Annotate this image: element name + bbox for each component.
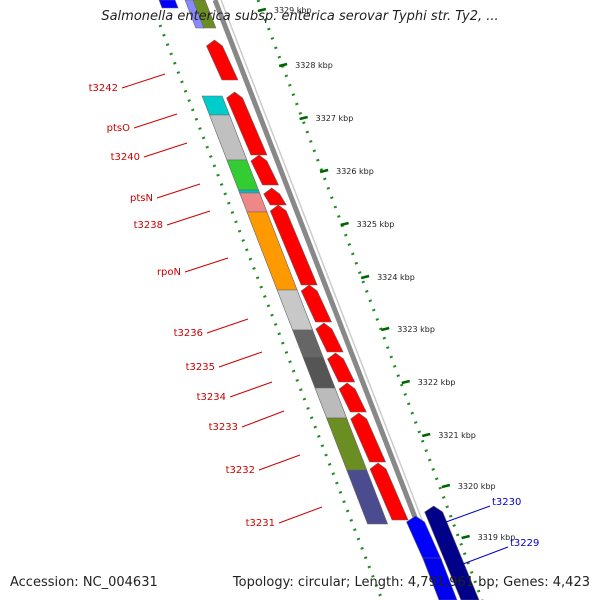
gene-block[interactable] [201,95,230,116]
tick-mark [421,432,431,438]
feature-tracks [158,0,480,600]
gene-leader-line [143,142,188,158]
gene-label[interactable]: ptsN [130,193,153,204]
gene-label[interactable]: rpoN [157,267,181,278]
dotted-ring-outer [256,0,484,600]
tick-label: 3319 kbp [478,533,516,542]
tick-mark [461,534,470,540]
cds-arrow[interactable] [350,412,387,463]
tick-label: 3326 kbp [336,167,374,176]
gene-label[interactable]: ptsO [107,123,130,134]
cds-arrow[interactable] [226,91,268,156]
tick-label: 3324 kbp [377,273,415,282]
reverse-cds-arrow[interactable] [406,515,442,561]
tick-label: 3322 kbp [418,378,456,387]
tick-label: 3321 kbp [438,431,476,440]
gene-leader-line [184,257,229,273]
gene-label[interactable]: t3230 [492,497,521,508]
gene-label[interactable]: t3238 [134,220,163,231]
gene-block[interactable] [346,469,389,525]
tick-mark [360,274,370,280]
gene-label[interactable]: t3236 [174,328,203,339]
tick-marks: 3329 kbp 3328 kbp 3327 kbp 3326 kbp 3325 kbp… [257,6,516,542]
cds-arrow[interactable] [263,187,287,206]
tick-label: 3327 kbp [316,114,354,123]
topology-text: Topology: circular; Length: 4,791,961 bp… [232,575,590,590]
gene-block[interactable] [158,0,179,9]
gene-leader-line [278,506,323,524]
cds-arrow[interactable] [327,352,356,383]
gene-leader-line [445,505,491,523]
tick-mark [257,7,267,13]
cds-arrow[interactable] [338,382,367,413]
cds-arrow[interactable] [315,322,344,353]
gene-leader-line [241,410,285,428]
gene-block[interactable] [184,0,205,29]
dotted-ring-inner [158,24,384,600]
tick-mark [278,62,288,68]
gene-label[interactable]: t3231 [246,518,275,529]
tick-mark [340,221,349,227]
tick-mark [380,326,390,332]
accession-text: Accession: NC_004631 [10,575,158,590]
gene-labels: t3242 ptsO t3240 ptsN t3238 rpoN t3236 t3235 t32… [89,73,539,565]
gene-label[interactable]: t3232 [226,465,255,476]
tick-label: 3320 kbp [458,482,496,491]
gene-leader-line [156,183,201,199]
tick-mark [441,483,451,489]
gene-label[interactable]: t3229 [510,538,539,549]
map-title: Salmonella enterica subsp. enterica sero… [101,9,499,24]
tick-mark [319,168,329,174]
cds-arrow[interactable] [206,39,239,81]
tick-label: 3323 kbp [397,325,435,334]
genome-backbone-shadow [220,0,454,600]
cds-arrow[interactable] [269,204,318,286]
tick-mark [299,115,308,121]
tick-label: 3328 kbp [295,61,333,70]
gene-label[interactable]: t3242 [89,83,118,94]
gene-leader-line [121,73,166,89]
gene-label[interactable]: t3234 [197,392,226,403]
gene-leader-line [166,210,211,226]
gene-leader-line [229,381,273,398]
gene-leader-line [133,113,178,129]
cds-arrow[interactable] [250,154,280,186]
gene-leader-line [218,351,263,368]
gene-block[interactable] [239,192,268,213]
tick-label: 3329 kbp [274,6,312,15]
gene-label[interactable]: t3235 [186,362,215,373]
reverse-cds-arrow[interactable] [422,557,458,600]
reverse-cds-arrow[interactable] [424,505,480,600]
cds-arrow[interactable] [300,284,332,323]
tick-mark [401,379,411,385]
cds-arrow[interactable] [369,462,409,521]
gene-label[interactable]: t3240 [111,152,140,163]
gene-leader-line [258,454,301,471]
tick-label: 3325 kbp [357,220,395,229]
gene-label[interactable]: t3233 [209,422,238,433]
genome-backbone [212,0,450,600]
gene-leader-line [206,318,249,334]
gene-leader-line [462,546,509,565]
